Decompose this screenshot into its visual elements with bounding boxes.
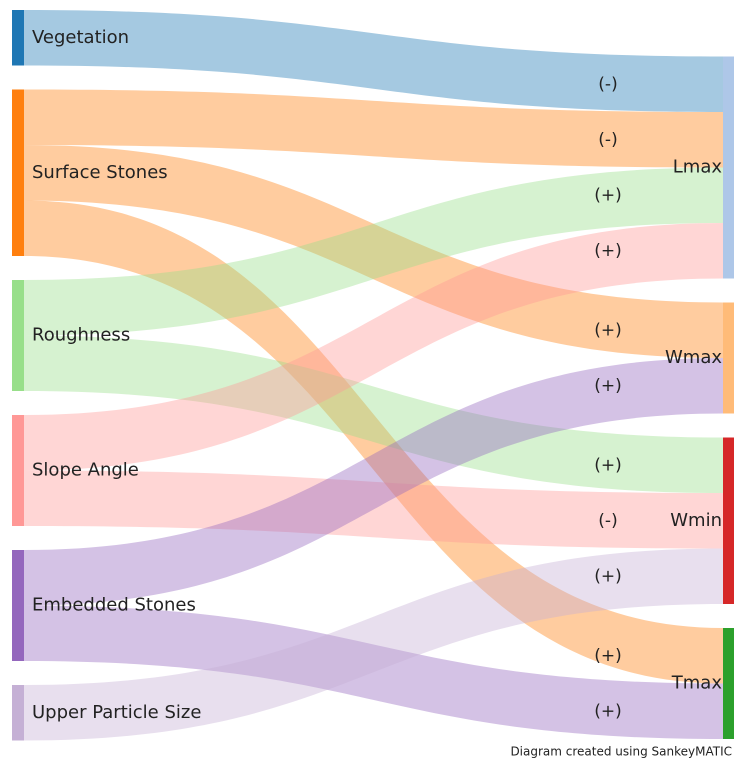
- flow: [24, 200, 723, 684]
- node-label: Upper Particle Size: [32, 702, 201, 723]
- node-bar: [12, 280, 24, 391]
- flow-label: (+): [594, 185, 622, 205]
- node-label: Embedded Stones: [32, 595, 196, 616]
- node-bar: [723, 302, 734, 414]
- flow: [24, 223, 723, 471]
- flows: [24, 10, 723, 741]
- flow: [24, 548, 723, 741]
- node-bar: [12, 10, 24, 66]
- node-label: Vegetation: [32, 27, 129, 48]
- node-label: Wmin: [670, 510, 722, 531]
- flow: [24, 167, 723, 336]
- flow: [24, 145, 723, 358]
- credit: Diagram created using SankeyMATIC: [510, 745, 732, 759]
- node-bar: [12, 685, 24, 741]
- flow-label: (-): [598, 74, 617, 94]
- flow: [24, 89, 723, 168]
- flow-label: (-): [598, 511, 617, 531]
- node-bar: [723, 437, 734, 604]
- flow: [24, 358, 723, 606]
- flow: [24, 10, 723, 112]
- node-label: Wmax: [665, 347, 722, 368]
- labels: (-) (-) (+) (+) (+) (+) (+) (-) (+) (+) (+) Vegetat…: [32, 27, 722, 723]
- flow: [24, 335, 723, 493]
- node-label: Roughness: [32, 325, 130, 346]
- flow-label: (+): [594, 320, 622, 340]
- flow-label: (+): [594, 701, 622, 721]
- node-bar: [12, 415, 24, 526]
- flow-label: (-): [598, 130, 617, 150]
- flow: [24, 605, 723, 739]
- flow-label: (+): [594, 241, 622, 261]
- flow: [24, 470, 723, 549]
- node-bar: [723, 628, 734, 739]
- flow-label: (+): [594, 455, 622, 475]
- node-label: Lmax: [673, 157, 723, 178]
- flow-label: (+): [594, 566, 622, 586]
- node-bar: [12, 550, 24, 661]
- node-bar: [723, 56, 734, 279]
- flow-label: (+): [594, 646, 622, 666]
- node-label: Slope Angle: [32, 460, 139, 481]
- node-label: Surface Stones: [32, 162, 168, 183]
- node-bar: [12, 89, 24, 256]
- node-label: Tmax: [671, 673, 723, 694]
- flow-label: (+): [594, 376, 622, 396]
- nodes: [12, 10, 734, 741]
